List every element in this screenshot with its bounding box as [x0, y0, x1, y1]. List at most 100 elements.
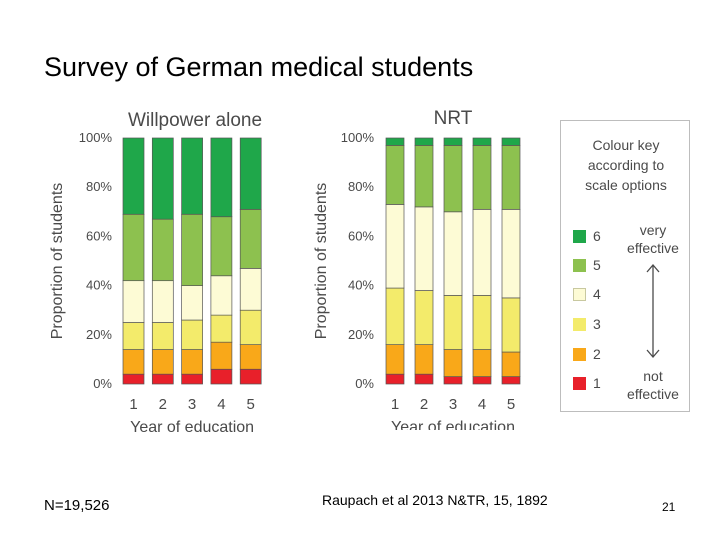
nrt-bar-year3-level1	[443, 376, 463, 385]
willpower-chart: Willpower alone 0% 20% 40% 60% 80% 100% Proport…	[49, 110, 262, 436]
nrt-x-tick: 5	[507, 396, 515, 413]
willpower-x-tick: 1	[129, 396, 137, 413]
legend-swatch-4	[573, 288, 586, 301]
willpower-bar-year2-level6	[151, 137, 174, 220]
willpower-bar-year1-level4	[122, 280, 145, 323]
willpower-y-tick: 60%	[86, 228, 112, 243]
willpower-bar-year5-level4	[239, 268, 262, 311]
nrt-y-label: Proportion of students	[313, 183, 330, 340]
nrt-title: NRT	[434, 108, 473, 129]
nrt-x-tick: 3	[449, 396, 457, 413]
willpower-bar-year2-level5	[151, 218, 174, 282]
legend-label-1: 1	[593, 375, 601, 391]
nrt-bar-year3-level3	[443, 295, 463, 350]
legend-label-3: 3	[593, 316, 601, 332]
nrt-x-label: Year of education	[391, 419, 515, 430]
nrt-bar-year1-level3	[385, 287, 405, 345]
willpower-bar-year5-level2	[239, 344, 262, 370]
nrt-bar-year5-level4	[501, 208, 521, 299]
willpower-bar-year1-level5	[122, 213, 145, 282]
nrt-bar-year4-level5	[472, 145, 492, 210]
willpower-y-tick: 40%	[86, 278, 112, 293]
nrt-bar-year2-level2	[414, 344, 434, 375]
willpower-bar-year5-level6	[239, 137, 262, 210]
willpower-bar-year1-level3	[122, 322, 145, 350]
nrt-bar-year5-level2	[501, 351, 521, 377]
willpower-bar-year3-level4	[181, 285, 203, 321]
legend-swatch-6	[573, 230, 586, 243]
willpower-bar-year4-level4	[210, 275, 233, 316]
nrt-bar-year5-level5	[501, 145, 521, 210]
nrt-bar-year2-level1	[414, 373, 434, 385]
willpower-bar-year1-level2	[122, 349, 145, 375]
nrt-bar-year2-level6	[414, 137, 434, 146]
willpower-x-tick: 5	[247, 396, 255, 413]
legend-swatch-3	[573, 318, 586, 331]
double-arrow-icon	[646, 264, 660, 358]
nrt-bar-year1-level6	[385, 137, 405, 146]
willpower-bar-year4-level5	[210, 216, 233, 277]
willpower-bar-year5-level3	[239, 309, 262, 345]
nrt-bar-year1-level5	[385, 145, 405, 205]
nrt-bar-year4-level3	[472, 295, 492, 350]
willpower-bar-year3-level1	[181, 373, 203, 385]
colour-key-title: Colour key according to scale options	[585, 137, 667, 193]
nrt-bar-year2-level4	[414, 206, 434, 291]
legend-label-2: 2	[593, 346, 601, 362]
nrt-y-tick: 60%	[348, 228, 374, 243]
legend-label-4: 4	[593, 286, 601, 302]
willpower-bar-year5-level5	[239, 208, 262, 269]
willpower-bar-year3-level3	[181, 319, 203, 350]
nrt-bar-year1-level1	[385, 373, 405, 385]
willpower-x-tick: 4	[217, 396, 225, 413]
nrt-bar-year3-level4	[443, 211, 463, 296]
nrt-bar-year3-level6	[443, 137, 463, 146]
nrt-bar-year4-level1	[472, 376, 492, 385]
willpower-y-tick: 80%	[86, 179, 112, 194]
willpower-x-label: Year of education	[130, 419, 254, 436]
nrt-bar-year1-level4	[385, 204, 405, 289]
legend-label-5: 5	[593, 257, 601, 273]
willpower-bar-year5-level1	[239, 368, 262, 385]
willpower-title: Willpower alone	[128, 110, 262, 131]
nrt-bar-year4-level2	[472, 349, 492, 377]
willpower-bar-year4-level1	[210, 368, 233, 385]
willpower-bar-year1-level6	[122, 137, 145, 215]
willpower-bar-year2-level1	[151, 373, 174, 385]
nrt-bar-year5-level6	[501, 137, 521, 146]
willpower-x-tick: 2	[159, 396, 167, 413]
willpower-bar-year3-level2	[181, 349, 203, 375]
willpower-bar-year2-level3	[151, 322, 174, 350]
nrt-x-tick: 1	[391, 396, 399, 413]
slide-title: Survey of German medical students	[44, 52, 474, 82]
nrt-x-tick: 4	[478, 396, 486, 413]
nrt-bar-year2-level5	[414, 145, 434, 208]
citation: Raupach et al 2013 N&TR, 15, 1892	[322, 492, 548, 508]
page-number: 21	[662, 500, 676, 514]
willpower-bar-year2-level2	[151, 349, 174, 375]
not-effective-label: not effective	[627, 368, 679, 402]
nrt-y-tick: 20%	[348, 327, 374, 342]
sample-size: N=19,526	[44, 497, 110, 514]
willpower-y-label: Proportion of students	[49, 183, 66, 340]
willpower-bar-year4-level6	[210, 137, 233, 218]
nrt-y-tick: 100%	[341, 130, 375, 145]
willpower-y-tick: 20%	[86, 327, 112, 342]
legend-swatch-5	[573, 259, 586, 272]
nrt-x-tick: 2	[420, 396, 428, 413]
willpower-bar-year1-level1	[122, 373, 145, 385]
nrt-bar-year3-level2	[443, 349, 463, 377]
nrt-bar-year3-level5	[443, 145, 463, 213]
nrt-y-tick: 80%	[348, 179, 374, 194]
nrt-y-tick: 0%	[355, 376, 374, 391]
willpower-bar-year3-level6	[181, 137, 203, 215]
legend-label-6: 6	[593, 228, 601, 244]
nrt-chart: NRT 0% 20% 40% 60% 80% 100% Proportion of stude…	[313, 108, 521, 430]
willpower-y-tick: 0%	[93, 376, 112, 391]
legend-swatch-2	[573, 348, 586, 361]
colour-key: Colour key according to scale options 6 …	[560, 120, 690, 412]
nrt-bar-year2-level3	[414, 290, 434, 345]
willpower-bar-year2-level4	[151, 280, 174, 323]
willpower-bar-year3-level5	[181, 213, 203, 286]
very-effective-label: very effective	[627, 222, 679, 256]
